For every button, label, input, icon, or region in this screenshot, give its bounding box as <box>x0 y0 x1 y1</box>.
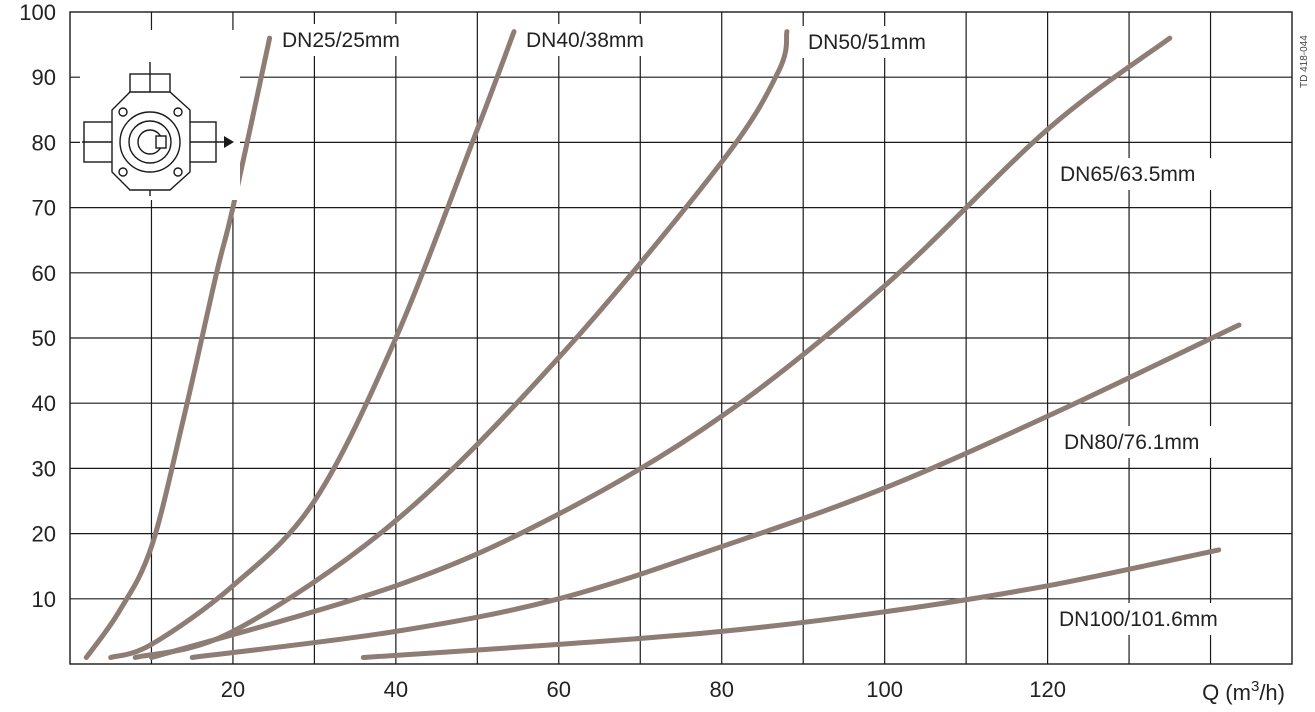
y-tick-label: 40 <box>32 391 56 416</box>
series-label: DN65/63.5mm <box>1060 163 1195 186</box>
series-labels: DN25/25mm DN40/38mm DN50/51mm DN65/63.5mm DN… <box>282 29 1218 631</box>
series-line <box>189 322 1242 660</box>
series-label-backdrop <box>520 24 666 56</box>
y-tick-label: 10 <box>32 587 56 612</box>
x-tick-label: 80 <box>709 677 733 702</box>
series-label-backdrop <box>1058 426 1222 458</box>
x-axis-unit: Q (m3/h) <box>1202 678 1285 705</box>
x-tick-label: 120 <box>1029 677 1066 702</box>
y-tick-label: 50 <box>32 326 56 351</box>
y-tick-label: 80 <box>32 130 56 155</box>
y-tick-label: 100 <box>19 0 56 25</box>
series-label: DN25/25mm <box>282 29 400 52</box>
x-tick-label: 20 <box>221 677 245 702</box>
label-masks <box>276 24 1243 635</box>
series-label-backdrop <box>276 24 426 56</box>
x-tick-label: 100 <box>866 677 903 702</box>
y-tick-label: 70 <box>32 196 56 221</box>
series-line <box>149 35 1173 660</box>
valve-icon <box>80 30 240 200</box>
y-tick-label: 60 <box>32 261 56 286</box>
tick-labels: 20 40 60 80 100 120 10 20 30 40 50 60 70 80 90 100 <box>19 0 1066 702</box>
series-line <box>360 547 1222 660</box>
y-tick-label: 90 <box>32 65 56 90</box>
curves <box>83 29 1242 660</box>
series-label: DN80/76.1mm <box>1064 431 1199 454</box>
x-tick-label: 40 <box>384 677 408 702</box>
series-label-backdrop <box>802 26 948 58</box>
series-label-backdrop <box>1053 603 1243 635</box>
series-label: DN100/101.6mm <box>1059 608 1218 631</box>
plot-frame <box>69 11 1293 665</box>
series-label: DN50/51mm <box>808 31 926 54</box>
y-tick-label: 30 <box>32 456 56 481</box>
y-tick-label: 20 <box>32 522 56 547</box>
series-line <box>108 29 517 660</box>
x-tick-label: 60 <box>547 677 571 702</box>
series-label-backdrop <box>1054 158 1222 190</box>
series-label: DN40/38mm <box>526 29 644 52</box>
reference-code: TD 418-044 <box>1299 35 1310 88</box>
series-line <box>132 29 790 660</box>
